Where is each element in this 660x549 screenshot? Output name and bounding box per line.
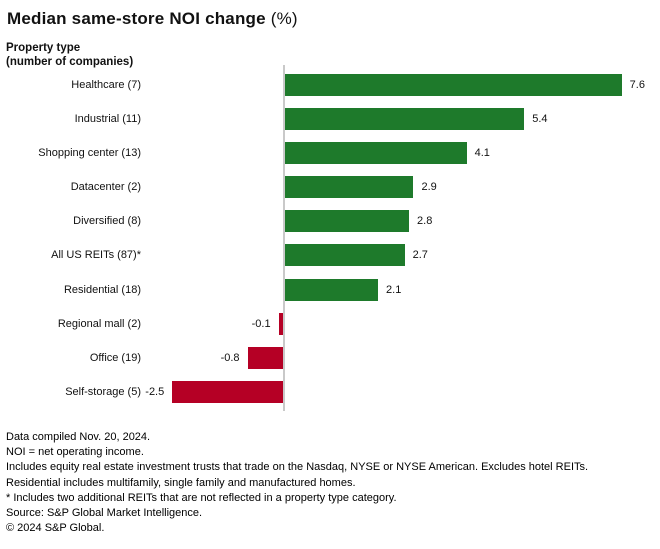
footnote-line: NOI = net operating income.	[6, 446, 144, 459]
bar-value-label: 7.6	[629, 78, 645, 91]
bar	[172, 381, 283, 404]
bar-value-label: 2.9	[421, 181, 437, 193]
footnote-line: Includes equity real estate investment t…	[6, 461, 589, 474]
bar	[285, 141, 467, 164]
category-label: Shopping center (13)	[38, 146, 141, 159]
bar-value-label: 2.1	[386, 283, 402, 296]
category-label: Regional mall (2)	[57, 317, 141, 330]
bar	[285, 244, 405, 267]
bar	[285, 210, 410, 233]
page-title-text: Median same-store NOI change	[7, 9, 266, 28]
footnote-line: * Includes two additional REITs that are…	[6, 491, 397, 504]
bar-value-label: 2.7	[412, 249, 428, 262]
bar-value-label: -0.1	[251, 317, 271, 330]
category-label: Residential (18)	[63, 283, 141, 296]
category-label: Diversified (8)	[73, 215, 141, 228]
bar-value-label: -2.5	[145, 386, 165, 399]
zero-axis-line	[283, 65, 285, 411]
bar	[285, 176, 414, 198]
category-label: All US REITs (87)*	[51, 249, 141, 262]
category-label: Industrial (11)	[74, 112, 141, 125]
category-label: Self-storage (5)	[65, 386, 141, 399]
footnote-line: Residential includes multifamily, single…	[6, 476, 356, 489]
page-title: Median same-store NOI change (%)	[7, 9, 298, 29]
y-axis-group-label-line1: Property type	[6, 42, 81, 54]
page-title-unit-suffix: (%)	[265, 9, 298, 28]
category-label: Datacenter (2)	[70, 181, 141, 193]
bar-value-label: 4.1	[474, 146, 490, 159]
footnote-line: Source: S&P Global Market Intelligence.	[6, 507, 203, 520]
footnote-line: Data compiled Nov. 20, 2024.	[6, 431, 151, 443]
category-label: Office (19)	[89, 351, 141, 364]
bar-value-label: -0.8	[220, 351, 240, 364]
bar	[278, 312, 283, 335]
bar	[247, 346, 283, 369]
bar-value-label: 5.4	[532, 112, 548, 125]
bar	[285, 73, 622, 96]
footnote-line: © 2024 S&P Global.	[6, 522, 105, 535]
bar	[285, 107, 525, 130]
bar-value-label: 2.8	[417, 215, 433, 228]
y-axis-group-label: Property type (number of companies)	[6, 41, 133, 69]
y-axis-group-label-line2: (number of companies)	[6, 56, 134, 68]
bar	[285, 278, 379, 301]
footnotes: Data compiled Nov. 20, 2024. NOI = net op…	[6, 430, 654, 536]
bar-chart: Healthcare (7) 7.6 Industrial (11) 5.4 Shopp…	[0, 65, 660, 411]
category-label: Healthcare (7)	[71, 78, 141, 91]
